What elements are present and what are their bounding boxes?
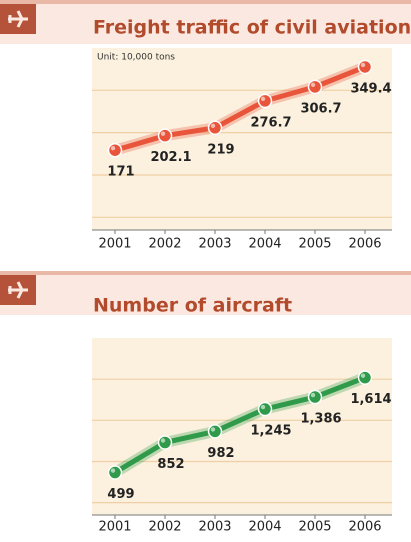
plane-icon xyxy=(8,10,28,28)
marker-shine xyxy=(210,427,216,432)
chart-title: Freight traffic of civil aviation xyxy=(93,17,411,39)
marker xyxy=(157,128,173,143)
x-tick-label: 2004 xyxy=(248,520,281,535)
x-tick-label: 2003 xyxy=(198,237,231,252)
x-tick-label: 2003 xyxy=(198,520,231,535)
header-strip xyxy=(0,271,411,275)
plot-area xyxy=(92,338,392,515)
value-label: 1,386 xyxy=(300,412,341,427)
marker xyxy=(207,120,223,136)
value-label: 1,614 xyxy=(350,392,391,407)
marker-shine xyxy=(360,373,366,378)
marker-shine xyxy=(360,62,366,68)
plane-icon xyxy=(8,281,28,299)
value-label: 202.1 xyxy=(150,150,191,165)
x-tick-label: 2002 xyxy=(148,237,181,252)
marker-shine xyxy=(210,123,216,128)
marker-shine xyxy=(110,468,116,473)
value-label: 982 xyxy=(207,446,234,461)
value-label: 1,245 xyxy=(250,424,291,439)
marker xyxy=(257,401,273,417)
marker-shine xyxy=(310,82,316,88)
header-band xyxy=(0,4,411,44)
x-tick-label: 2002 xyxy=(148,520,181,535)
x-tick-label: 2005 xyxy=(298,520,331,535)
marker xyxy=(307,79,323,95)
marker xyxy=(157,435,173,450)
marker xyxy=(357,370,373,385)
x-tick-label: 2006 xyxy=(348,520,381,535)
x-tick-label: 2001 xyxy=(98,237,131,252)
value-label: 306.7 xyxy=(300,101,341,116)
x-tick-label: 2005 xyxy=(298,237,331,252)
x-tick-label: 2004 xyxy=(248,237,281,252)
value-label: 499 xyxy=(107,487,134,502)
marker-shine xyxy=(160,131,166,136)
marker xyxy=(257,93,273,109)
chart-title: Number of aircraft xyxy=(93,295,292,317)
marker-shine xyxy=(110,146,116,151)
value-label: 171 xyxy=(107,165,134,180)
value-label: 852 xyxy=(157,457,184,472)
value-label: 276.7 xyxy=(250,115,291,130)
line xyxy=(113,375,366,475)
marker-shine xyxy=(160,438,166,443)
marker xyxy=(307,389,323,405)
marker-shine xyxy=(260,404,266,410)
marker xyxy=(207,424,223,439)
marker xyxy=(357,59,373,75)
marker-shine xyxy=(260,96,266,102)
value-label: 349.4 xyxy=(350,81,391,96)
marker xyxy=(107,465,123,480)
marker xyxy=(107,142,123,158)
subtitle: Unit: 10,000 tons xyxy=(97,53,175,63)
value-label: 219 xyxy=(207,142,234,157)
header-strip xyxy=(0,0,411,4)
line xyxy=(114,64,366,153)
x-tick-label: 2001 xyxy=(98,520,131,535)
x-tick-label: 2006 xyxy=(348,237,381,252)
marker-shine xyxy=(310,392,316,398)
header-band xyxy=(0,275,411,315)
